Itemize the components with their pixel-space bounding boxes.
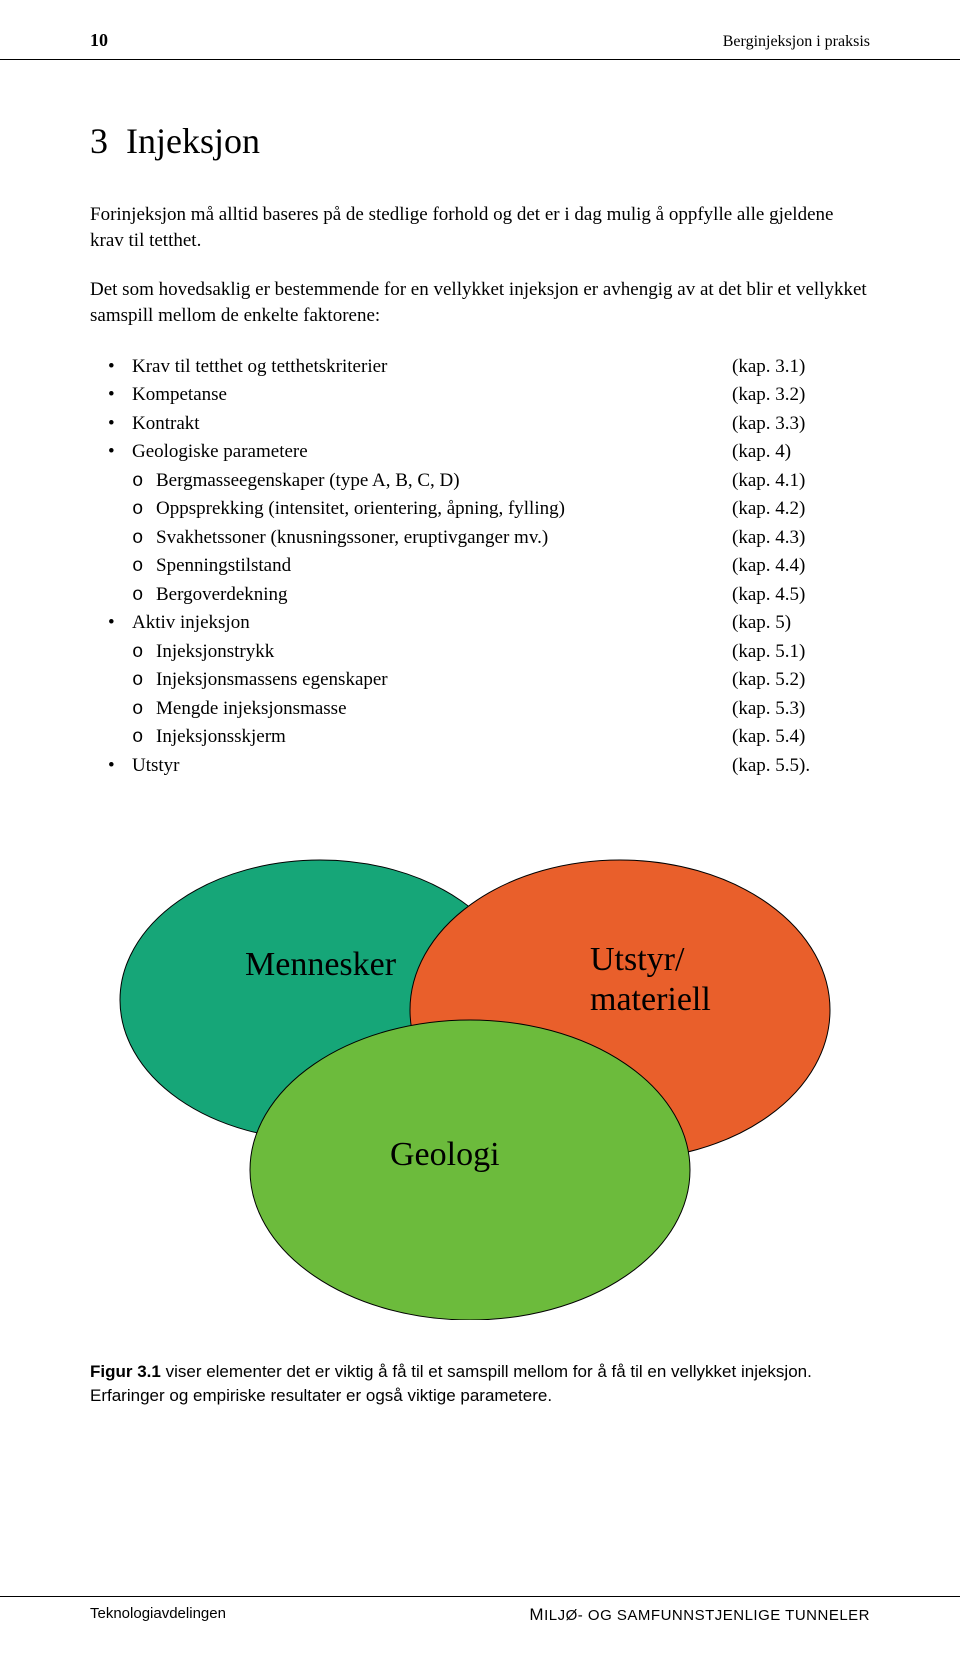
chapter-title: Injeksjon [126,121,260,161]
chapter-heading: 3 Injeksjon [90,120,870,162]
sub-list-item-ref: (kap. 5.2) [732,666,852,695]
sub-list-item-ref: (kap. 5.4) [732,723,852,752]
sub-list-item: Svakhetssoner (knusningssoner, eruptivga… [90,524,870,553]
list-item-label: Kontrakt [132,410,732,439]
venn-diagram: Mennesker Utstyr/materiell Geologi [90,820,870,1320]
sub-list-item-label: Svakhetssoner (knusningssoner, eruptivga… [156,524,732,553]
figure-caption-text: viser elementer det er viktig å få til e… [90,1362,812,1405]
intro-paragraph: Forinjeksjon må alltid baseres på de ste… [90,202,870,253]
sub-list-item-ref: (kap. 4.1) [732,467,852,496]
sub-list-item-ref: (kap. 5.3) [732,695,852,724]
list-item-ref: (kap. 5.5). [732,752,852,781]
sub-list-item-label: Mengde injeksjonsmasse [156,695,732,724]
sub-list: Injeksjonstrykk(kap. 5.1)Injeksjonsmasse… [90,638,870,752]
sub-list: Bergmasseegenskaper (type A, B, C, D)(ka… [90,467,870,610]
list-item-label: Krav til tetthet og tetthetskriterier [132,353,732,382]
list-item-label: Kompetanse [132,381,732,410]
list-item-label: Utstyr [132,752,732,781]
list-item-ref: (kap. 4) [732,438,852,467]
list-item: Kontrakt(kap. 3.3) [90,410,870,439]
list-item-ref: (kap. 3.1) [732,353,852,382]
page-header: 10 Berginjeksjon i praksis [0,0,960,60]
list-item-label: Aktiv injeksjon [132,609,732,638]
footer-right: MILJØ- OG SAMFUNNSTJENLIGE TUNNELER [529,1605,870,1625]
sub-list-item-label: Oppsprekking (intensitet, orientering, å… [156,495,732,524]
sub-list-item-label: Injeksjonsskjerm [156,723,732,752]
venn-label-utstyr: Utstyr/ [590,941,685,978]
sub-list-item-ref: (kap. 4.5) [732,581,852,610]
sub-list-item: Bergoverdekning(kap. 4.5) [90,581,870,610]
sub-list-item: Injeksjonsskjerm(kap. 5.4) [90,723,870,752]
sub-list-item-label: Spenningstilstand [156,552,732,581]
figure-caption: Figur 3.1 viser elementer det er viktig … [90,1360,870,1408]
list-item: Geologiske parametere(kap. 4) [90,438,870,467]
page-number: 10 [90,30,108,51]
sub-list-item-ref: (kap. 5.1) [732,638,852,667]
sub-list-item: Injeksjonstrykk(kap. 5.1) [90,638,870,667]
factor-list: Krav til tetthet og tetthetskriterier(ka… [90,353,870,781]
venn-label-mennesker: Mennesker [245,946,397,983]
page-footer: Teknologiavdelingen MILJØ- OG SAMFUNNSTJ… [0,1596,960,1625]
list-item: Aktiv injeksjon(kap. 5) [90,609,870,638]
footer-left: Teknologiavdelingen [90,1605,226,1625]
sub-list-item-label: Bergmasseegenskaper (type A, B, C, D) [156,467,732,496]
sub-list-item: Spenningstilstand(kap. 4.4) [90,552,870,581]
venn-label-utstyr: materiell [590,981,711,1018]
venn-label-geologi: Geologi [390,1136,500,1173]
list-item: Krav til tetthet og tetthetskriterier(ka… [90,353,870,382]
sub-list-item: Oppsprekking (intensitet, orientering, å… [90,495,870,524]
sub-list-item-ref: (kap. 4.2) [732,495,852,524]
sub-list-item-ref: (kap. 4.3) [732,524,852,553]
list-item-ref: (kap. 5) [732,609,852,638]
sub-list-item-label: Injeksjonsmassens egenskaper [156,666,732,695]
chapter-number: 3 [90,121,108,161]
sub-list-item: Mengde injeksjonsmasse(kap. 5.3) [90,695,870,724]
list-item-ref: (kap. 3.2) [732,381,852,410]
figure-label: Figur 3.1 [90,1362,161,1381]
running-title: Berginjeksjon i praksis [723,33,870,51]
venn-svg: Mennesker Utstyr/materiell Geologi [90,820,870,1320]
sub-list-item: Bergmasseegenskaper (type A, B, C, D)(ka… [90,467,870,496]
list-item-label: Geologiske parametere [132,438,732,467]
list-item: Kompetanse(kap. 3.2) [90,381,870,410]
sub-list-item-label: Injeksjonstrykk [156,638,732,667]
page-content: 3 Injeksjon Forinjeksjon må alltid baser… [0,120,960,1408]
list-item: Utstyr(kap. 5.5). [90,752,870,781]
lead-paragraph: Det som hovedsaklig er bestemmende for e… [90,277,870,328]
sub-list-item-label: Bergoverdekning [156,581,732,610]
sub-list-item-ref: (kap. 4.4) [732,552,852,581]
list-item-ref: (kap. 3.3) [732,410,852,439]
sub-list-item: Injeksjonsmassens egenskaper(kap. 5.2) [90,666,870,695]
